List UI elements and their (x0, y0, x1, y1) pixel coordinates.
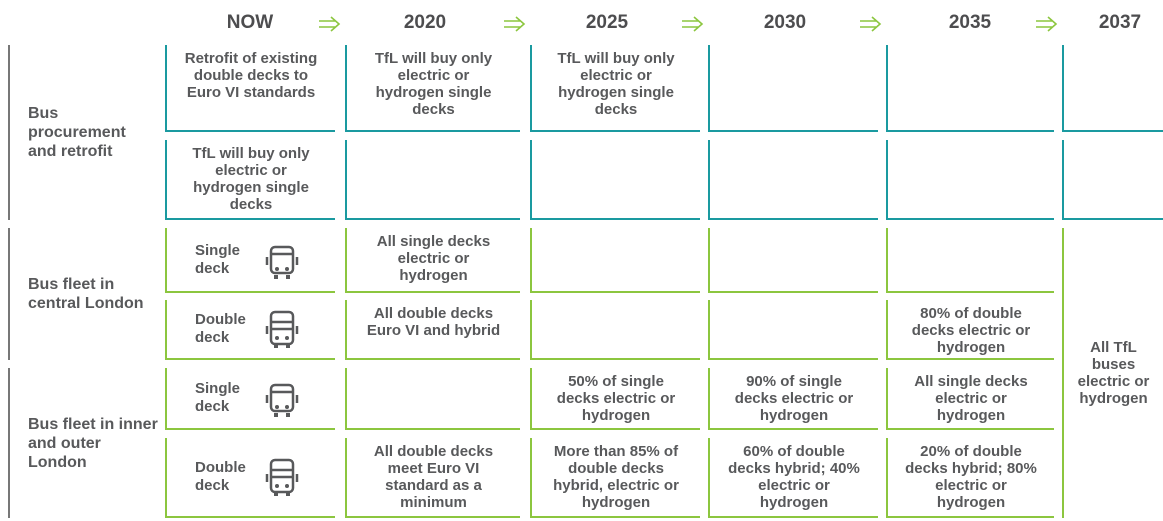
type-cell: Single deck (165, 228, 335, 293)
bus-icon (265, 383, 299, 417)
text: 2020 (403, 12, 447, 33)
cell (530, 300, 700, 360)
cell (345, 368, 520, 430)
arrow (858, 14, 884, 34)
final-cell: All TfL buses electric or hydrogen (1062, 228, 1163, 518)
bus (265, 241, 299, 286)
cell: TfL will buy only electric or hydrogen s… (530, 45, 700, 132)
column-header: 2035 (910, 12, 1030, 34)
text: Double deck (195, 311, 246, 346)
arrow (1034, 14, 1060, 34)
cell (708, 140, 878, 220)
text: NOW (226, 12, 274, 33)
cell: TfL will buy only electric or hydrogen s… (345, 45, 520, 132)
text: 60% of double decks hybrid; 40% electric… (728, 443, 860, 511)
cell: 50% of single decks electric or hydrogen (530, 368, 700, 430)
column-header: 2020 (365, 12, 485, 34)
cell: TfL will buy only electric or hydrogen s… (165, 140, 335, 220)
cell (708, 228, 878, 293)
text: Double deck (195, 459, 246, 494)
section-label: Bus procurement and retrofit (8, 45, 158, 220)
text: TfL will buy only electric or hydrogen s… (557, 50, 675, 118)
cell (708, 45, 878, 132)
arrow (680, 14, 706, 34)
deck-type: Double deck (195, 300, 265, 358)
text: All TfL buses electric or hydrogen (1077, 339, 1150, 407)
column-header: 2030 (725, 12, 845, 34)
cell: More than 85% of double decks hybrid, el… (530, 438, 700, 518)
deck-type: Single deck (195, 368, 265, 428)
cell (1062, 45, 1163, 132)
text: More than 85% of double decks hybrid, el… (553, 443, 679, 511)
cell (886, 228, 1054, 293)
type-cell: Double deck (165, 438, 335, 518)
arrow (502, 14, 528, 34)
cell: 90% of single decks electric or hydrogen (708, 368, 878, 430)
text: 20% of double decks hybrid; 80% electric… (905, 443, 1037, 511)
cell: All single decks electric or hydrogen (345, 228, 520, 293)
text: TfL will buy only electric or hydrogen s… (374, 50, 493, 118)
text: TfL will buy only electric or hydrogen s… (192, 145, 310, 213)
cell (530, 140, 700, 220)
cell (1062, 140, 1163, 220)
cell: All single decks electric or hydrogen (886, 368, 1054, 430)
bus-icon (265, 458, 299, 496)
arrow-icon (504, 16, 526, 32)
text: 2035 (948, 12, 992, 33)
cell: 60% of double decks hybrid; 40% electric… (708, 438, 878, 518)
text: Bus fleet in central London (28, 276, 144, 312)
arrow-icon (682, 16, 704, 32)
text: Bus procurement and retrofit (28, 105, 126, 160)
arrow-icon (860, 16, 882, 32)
cell (530, 228, 700, 293)
text: Single deck (195, 380, 241, 415)
deck-type: Double deck (195, 438, 265, 516)
cell: All double decks Euro VI and hybrid (345, 300, 520, 360)
text: 2037 (1098, 12, 1142, 33)
cell: 80% of double decks electric or hydrogen (886, 300, 1054, 360)
cell: All double decks meet Euro VI standard a… (345, 438, 520, 518)
bus-icon (265, 245, 299, 279)
text: 2030 (763, 12, 807, 33)
text: All single decks electric or hydrogen (914, 373, 1028, 424)
text: Single deck (195, 241, 241, 277)
type-cell: Double deck (165, 300, 335, 360)
text: Retrofit of existing double decks to Eur… (184, 50, 318, 101)
text: Bus fleet in inner and outer London (28, 415, 158, 471)
bus (265, 310, 299, 355)
cell: Retrofit of existing double decks to Eur… (165, 45, 335, 132)
section-label: Bus fleet in inner and outer London (8, 368, 158, 518)
cell (886, 140, 1054, 220)
arrow-icon (319, 16, 341, 32)
bus-icon (265, 310, 299, 348)
cell (708, 300, 878, 360)
bus (265, 379, 299, 424)
cell: 20% of double decks hybrid; 80% electric… (886, 438, 1054, 518)
text: 90% of single decks electric or hydrogen (734, 373, 854, 424)
text: All double decks meet Euro VI standard a… (373, 443, 494, 511)
section-label: Bus fleet in central London (8, 228, 158, 360)
column-header: NOW (190, 12, 310, 34)
text: 80% of double decks electric or hydrogen (911, 305, 1031, 356)
text: 2025 (585, 12, 629, 33)
deck-type: Single deck (195, 228, 265, 291)
text: All single decks electric or hydrogen (376, 233, 491, 284)
column-header: 2037 (1060, 12, 1163, 34)
column-header: 2025 (547, 12, 667, 34)
cell (886, 45, 1054, 132)
cell (345, 140, 520, 220)
type-cell: Single deck (165, 368, 335, 430)
bus (265, 458, 299, 503)
text: All double decks Euro VI and hybrid (366, 305, 501, 339)
text: 50% of single decks electric or hydrogen (556, 373, 676, 424)
arrow-icon (1036, 16, 1058, 32)
arrow (317, 14, 343, 34)
